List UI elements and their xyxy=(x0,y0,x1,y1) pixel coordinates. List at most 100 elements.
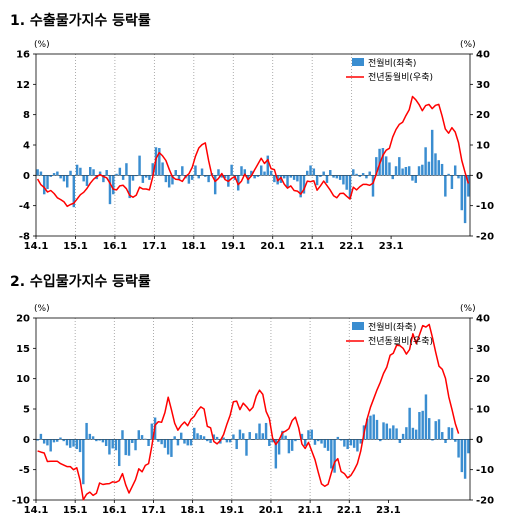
bar-mom xyxy=(274,439,278,469)
x-tick-label: 20.1 xyxy=(260,241,285,252)
bar-mom xyxy=(398,157,401,176)
bar-mom xyxy=(268,439,271,447)
bar-mom xyxy=(356,439,359,452)
x-tick-label: 21.1 xyxy=(298,505,323,516)
bar-mom xyxy=(379,439,382,442)
bar-mom xyxy=(264,422,268,440)
bar-mom xyxy=(408,407,411,440)
bar-mom xyxy=(158,148,161,176)
bar-mom xyxy=(289,175,293,178)
bar-mom xyxy=(281,430,284,440)
bar-mom xyxy=(319,175,322,177)
legend-bar-swatch xyxy=(352,322,364,330)
right-axis-unit: (%) xyxy=(460,304,476,314)
x-tick-label: 21.1 xyxy=(300,241,325,252)
bar-mom xyxy=(190,175,194,180)
bar-mom xyxy=(82,175,85,182)
bar-mom xyxy=(222,437,225,440)
right-tick-label: 30 xyxy=(476,80,490,91)
bar-mom xyxy=(391,175,394,180)
bar-mom xyxy=(104,439,108,447)
bar-mom xyxy=(131,439,134,443)
chart-title-export: 1. 수출물가지수 등락률 xyxy=(10,13,151,29)
left-tick-label: -5 xyxy=(19,465,30,476)
x-tick-label: 23.1 xyxy=(376,505,401,516)
bar-mom xyxy=(232,434,235,440)
bar-mom xyxy=(42,175,46,195)
bar-mom xyxy=(171,175,174,185)
bar-mom xyxy=(395,428,398,440)
bar-mom xyxy=(266,155,270,176)
bar-mom xyxy=(150,423,154,440)
bar-mom xyxy=(241,433,245,440)
bar-mom xyxy=(454,439,457,442)
bar-mom xyxy=(108,175,112,205)
bar-mom xyxy=(194,165,197,176)
bar-mom xyxy=(296,175,299,182)
bar-mom xyxy=(69,439,72,448)
bar-mom xyxy=(371,175,375,197)
import-price-chart: (%) (%) 14.1 15.1 16.1 17.1 18.1 19.1 20.1 21.1 22… xyxy=(12,304,494,516)
bar-mom xyxy=(82,439,85,485)
left-tick-label: 16 xyxy=(16,50,30,61)
bar-mom xyxy=(302,175,306,194)
right-tick-label: 10 xyxy=(476,141,490,152)
bar-mom xyxy=(189,439,193,446)
bar-mom xyxy=(245,439,248,456)
bar-mom xyxy=(36,439,39,441)
bar-mom xyxy=(315,175,319,186)
right-tick-label: 30 xyxy=(476,344,490,355)
bar-mom xyxy=(144,175,148,178)
bar-mom xyxy=(330,439,333,469)
bar-mom xyxy=(131,175,135,181)
bar-mom xyxy=(59,437,62,440)
bar-mom xyxy=(411,175,414,181)
bar-mom xyxy=(88,433,92,440)
legend-bar-swatch xyxy=(352,58,364,66)
bar-mom xyxy=(326,439,330,451)
bar-mom xyxy=(317,439,320,442)
bar-mom xyxy=(85,422,88,440)
bar-mom xyxy=(151,163,154,176)
bar-mom xyxy=(72,439,75,447)
bar-mom xyxy=(39,433,43,440)
bar-mom xyxy=(431,439,434,441)
bar-mom xyxy=(166,439,170,455)
bar-mom xyxy=(407,166,411,176)
bar-mom xyxy=(355,173,358,176)
bar-mom xyxy=(66,175,69,188)
bar-mom xyxy=(256,175,260,177)
bar-mom xyxy=(307,430,310,440)
bar-mom xyxy=(394,166,398,176)
bar-mom xyxy=(248,432,251,440)
left-tick-label: 5 xyxy=(23,405,30,416)
bar-mom xyxy=(200,168,204,176)
bar-mom xyxy=(243,169,247,176)
bar-mom xyxy=(141,175,145,183)
bar-mom xyxy=(372,414,375,440)
left-tick-label: 4 xyxy=(23,141,30,152)
bar-mom xyxy=(398,439,402,443)
x-tick-label: 14.1 xyxy=(24,505,49,516)
bar-mom xyxy=(345,175,348,190)
bar-mom xyxy=(401,433,405,440)
left-tick-label: -8 xyxy=(19,232,30,243)
bar-mom xyxy=(404,166,408,176)
x-tick-label: 23.1 xyxy=(379,241,404,252)
bar-mom xyxy=(339,439,343,441)
x-tick-label: 16.1 xyxy=(103,241,128,252)
left-axis-unit: (%) xyxy=(34,304,50,314)
bar-mom xyxy=(430,129,434,176)
x-tick-label: 17.1 xyxy=(142,241,167,252)
bar-mom xyxy=(467,175,470,197)
bar-mom xyxy=(179,432,183,440)
bar-mom xyxy=(98,439,101,441)
bar-mom xyxy=(223,175,227,179)
bar-mom xyxy=(343,439,346,447)
right-axis-unit: (%) xyxy=(460,40,476,50)
x-tick-label: 18.1 xyxy=(181,241,206,252)
x-tick-label: 22.1 xyxy=(337,505,362,516)
bar-mom xyxy=(181,166,184,176)
bar-mom xyxy=(450,175,454,189)
bar-mom xyxy=(358,175,362,177)
